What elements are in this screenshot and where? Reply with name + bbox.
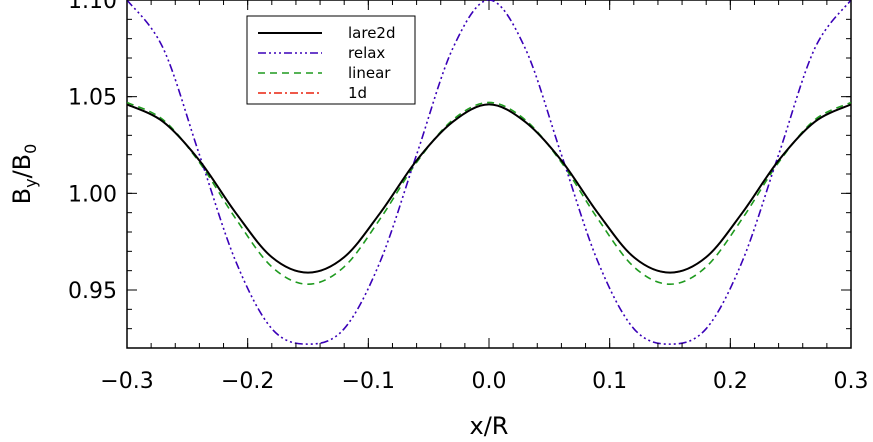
- y-tick-label: 1.00: [68, 182, 117, 207]
- y-tick-label: 1.10: [68, 0, 117, 14]
- y-tick-label: 1.05: [68, 86, 117, 111]
- series-layer: [126, 0, 852, 345]
- y-axis-label-sep: /B: [8, 154, 36, 179]
- series-line-relax: [126, 0, 852, 345]
- x-tick-label: 0.0: [472, 369, 507, 394]
- y-axis-label-sub1: y: [21, 178, 40, 187]
- x-axis-label: x/R: [470, 412, 509, 440]
- svg-text:By/B0: By/B0: [8, 144, 40, 205]
- legend-box: [246, 15, 416, 105]
- x-tick-label: 0.2: [713, 369, 748, 394]
- series-line-linear: [126, 101, 852, 286]
- legend-label-1d: 1d: [348, 84, 367, 102]
- x-tick-label: 0.3: [834, 369, 869, 394]
- x-tick-label: 0.1: [592, 369, 627, 394]
- y-axis-label: By/B0: [8, 144, 40, 205]
- x-tick-label: −0.3: [100, 369, 153, 394]
- legend-label-lare2d: lare2d: [348, 24, 396, 42]
- plot-frame: [126, 0, 852, 349]
- y-axis-label-sub2: 0: [21, 144, 40, 154]
- y-tick-label: 0.95: [68, 279, 117, 304]
- series-line-1d: [126, 103, 852, 274]
- legend-label-relax: relax: [348, 44, 385, 62]
- legend-label-linear: linear: [348, 64, 391, 82]
- legend: lare2d relax linear 1d: [246, 15, 416, 105]
- x-tick-label: −0.2: [221, 369, 274, 394]
- x-tick-label: −0.1: [342, 369, 395, 394]
- series-line-lare2d: [126, 103, 852, 274]
- tick-layer: −0.3 −0.2 −0.1 0.0 0.1 0.2 0.3 0.95 1.00 1.05 1.10: [68, 0, 869, 394]
- y-axis-label-main: B: [8, 188, 36, 204]
